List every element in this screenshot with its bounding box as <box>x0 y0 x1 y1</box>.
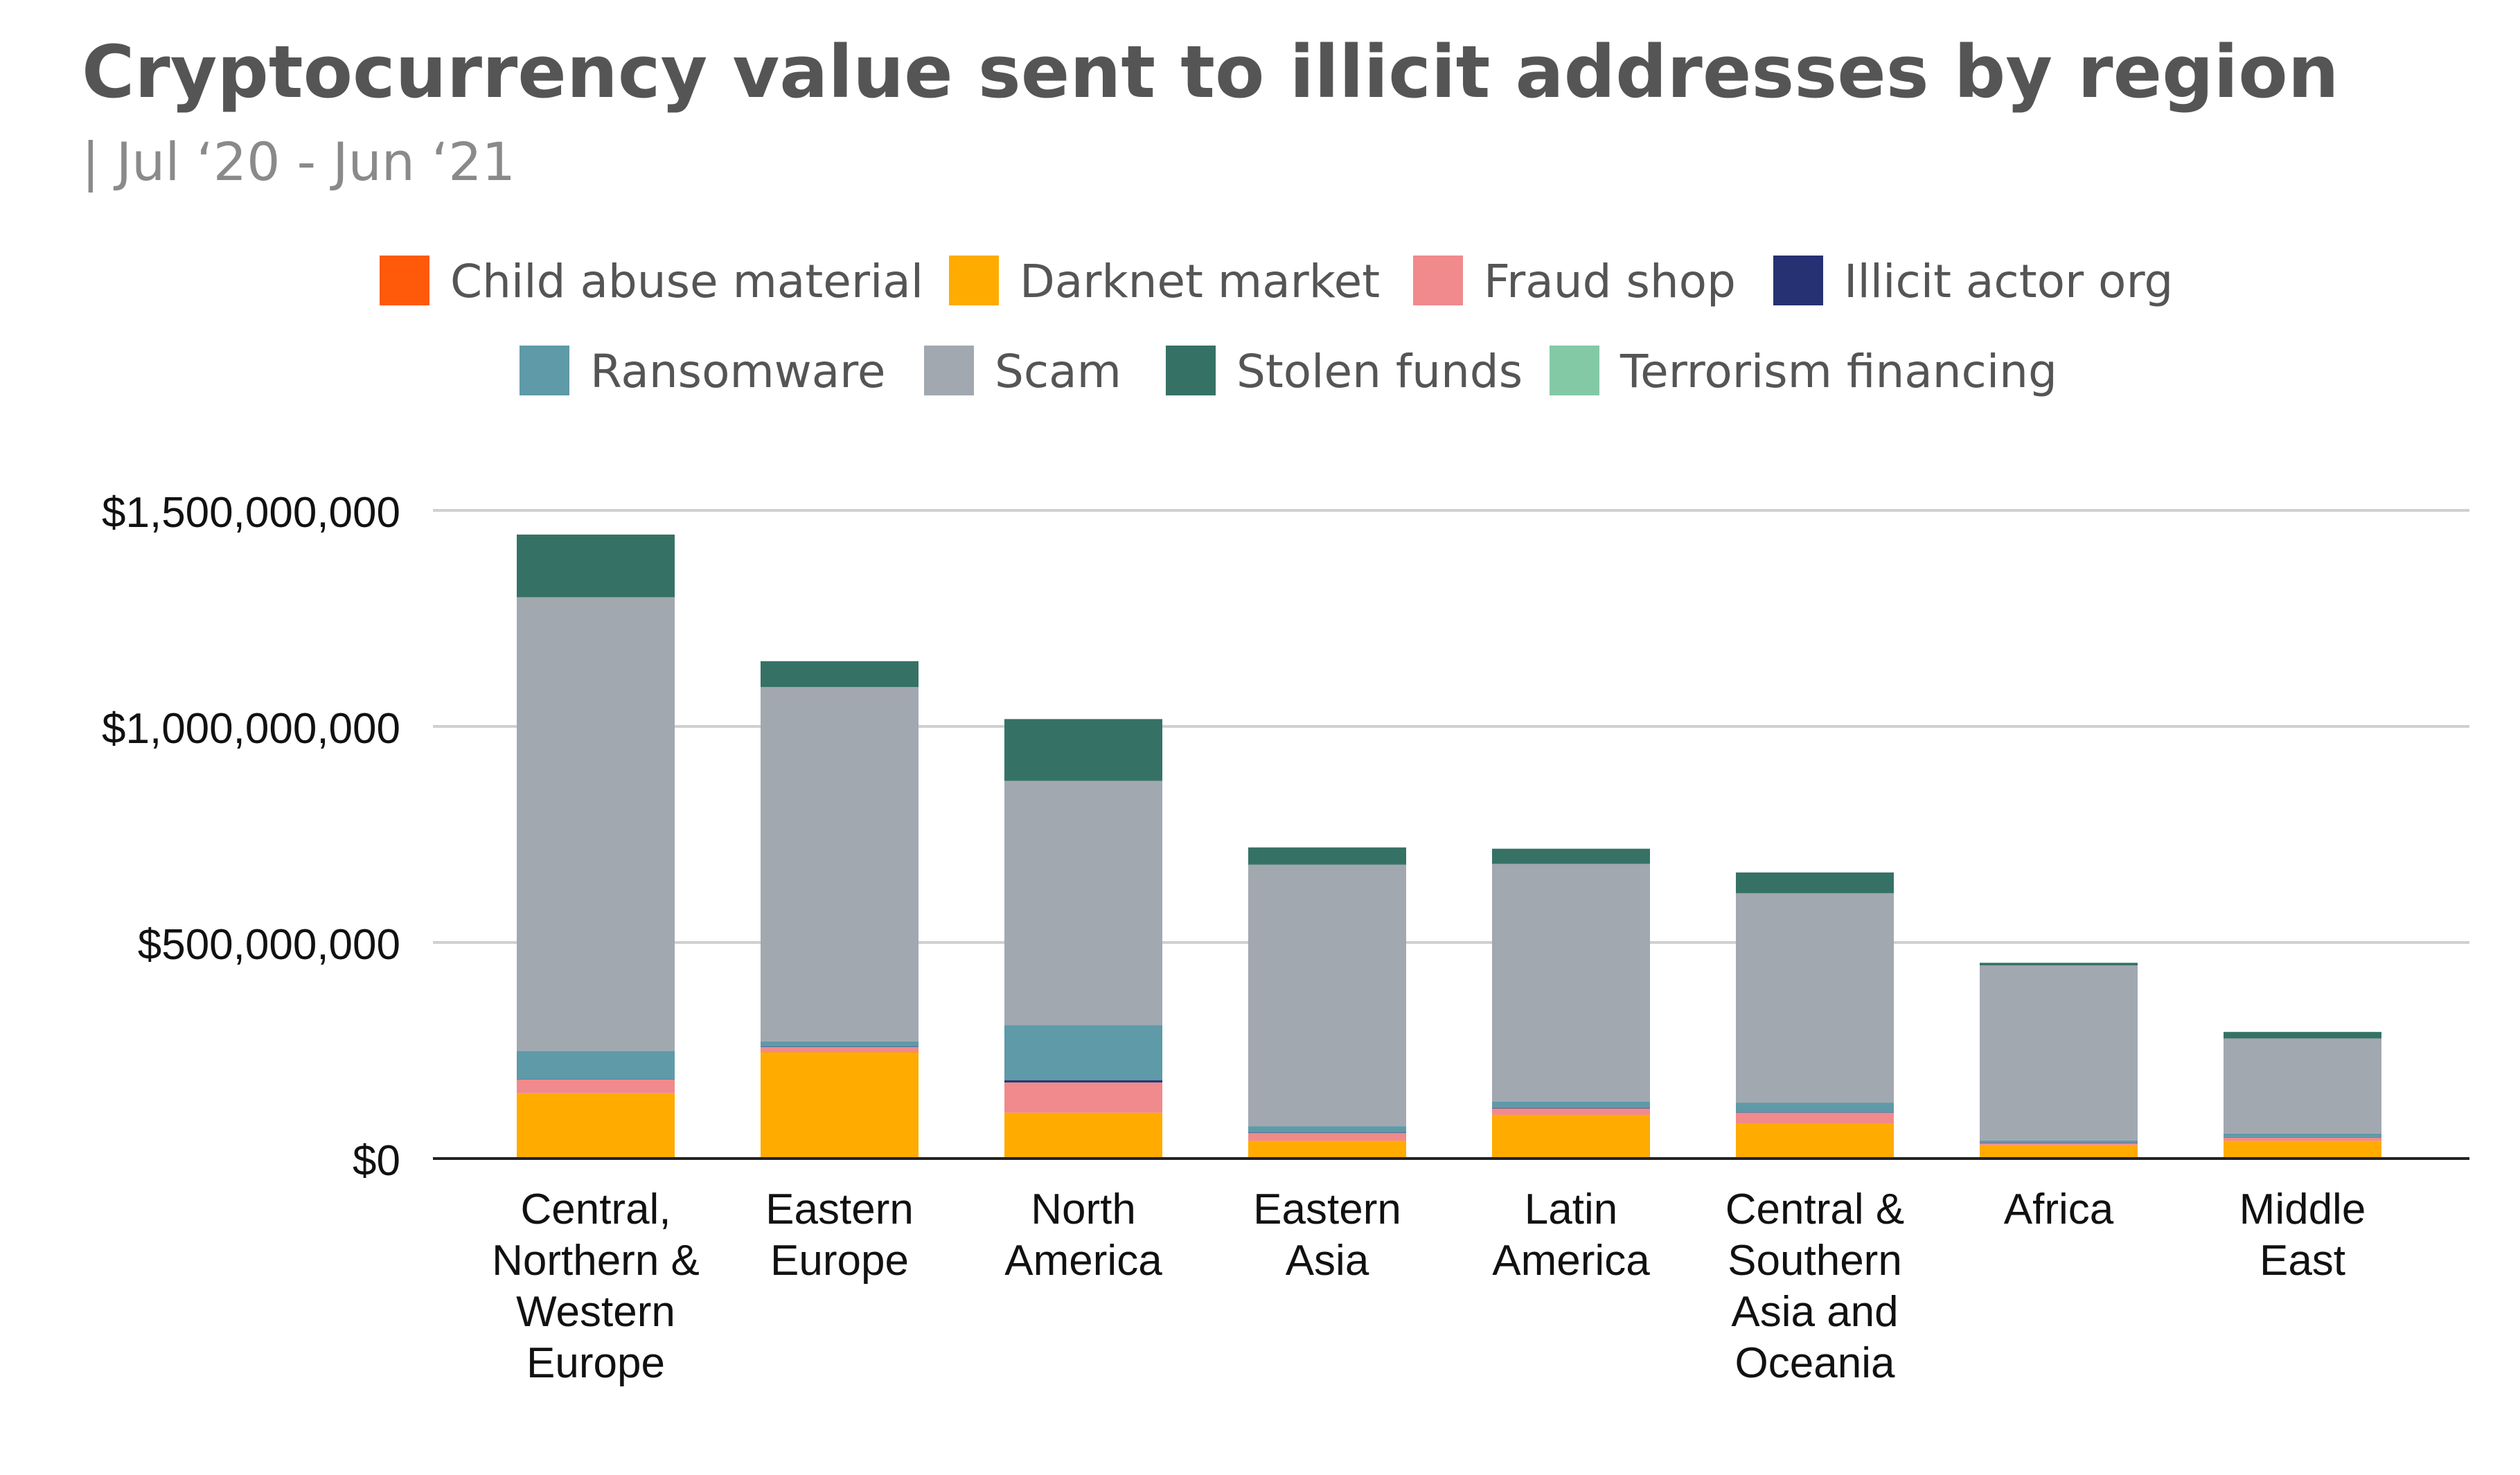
legend-item-terrorism-financing: Terrorism financing <box>1550 345 2057 398</box>
bar-stolen-funds <box>1248 847 1406 865</box>
bar-stack-eastern-asia <box>1248 847 1406 1159</box>
legend-item-fraud-shop: Fraud shop <box>1413 255 1736 308</box>
legend-item-illicit-actor-org: Illicit actor org <box>1773 255 2173 308</box>
x-tick-label: Eastern Europe <box>765 1186 914 1285</box>
y-tick-label: $1,000,000,000 <box>102 705 400 753</box>
bar-stolen-funds <box>1980 963 2138 966</box>
bar-scam <box>1004 780 1162 1026</box>
legend-item-ransomware: Ransomware <box>520 345 885 398</box>
x-tick-label: Middle East <box>2239 1186 2366 1285</box>
bar-illicit-actor-org <box>2224 1136 2381 1138</box>
legend-swatch-scam <box>924 346 974 395</box>
bar-illicit-actor-org <box>1248 1132 1406 1134</box>
bar-fraud-shop <box>1248 1133 1406 1141</box>
bar-darknet-market <box>2224 1141 2381 1159</box>
legend-label-darknet-market: Darknet market <box>1020 255 1380 308</box>
bar-scam <box>1492 864 1650 1102</box>
bar-stack-africa <box>1980 963 2138 1159</box>
bar-scam <box>517 597 675 1051</box>
chart-subtitle: | Jul ‘20 - Jun ‘21 <box>82 131 515 193</box>
legend-item-darknet-market: Darknet market <box>949 255 1380 308</box>
bar-fraud-shop <box>1492 1108 1650 1115</box>
bar-ransomware <box>1492 1101 1650 1108</box>
legend: Child abuse material Darknet market Fraud … <box>380 255 2173 398</box>
x-tick-label: North America <box>1004 1186 1162 1285</box>
legend-swatch-child-abuse-material <box>380 256 429 305</box>
bar-ransomware <box>761 1041 919 1047</box>
legend-item-stolen-funds: Stolen funds <box>1166 345 1523 398</box>
bar-scam <box>761 687 919 1042</box>
y-axis: $0 $500,000,000 $1,000,000,000 $1,500,000,0… <box>102 489 400 1185</box>
bar-stolen-funds <box>1004 719 1162 781</box>
bar-stack-eastern-europe <box>761 661 919 1159</box>
bar-darknet-market <box>761 1052 919 1159</box>
y-tick-label: $0 <box>353 1137 400 1185</box>
legend-label-scam: Scam <box>995 345 1121 398</box>
bar-fraud-shop <box>1736 1112 1894 1124</box>
legend-label-child-abuse-material: Child abuse material <box>450 255 923 308</box>
bar-ransomware <box>2224 1133 2381 1137</box>
bar-stack-middle-east <box>2224 1032 2381 1159</box>
x-axis: Central, Northern & Western Europe Eastern Eu… <box>433 1157 2469 1387</box>
bars <box>517 534 2381 1159</box>
x-tick-label: Central & Southern Asia and Oceania <box>1725 1186 1904 1387</box>
bar-scam <box>1736 893 1894 1103</box>
bar-ransomware <box>1248 1126 1406 1133</box>
bar-fraud-shop <box>2224 1137 2381 1141</box>
bar-stack-north-america <box>1004 719 1162 1159</box>
bar-ransomware <box>1004 1025 1162 1081</box>
bar-illicit-actor-org <box>1492 1107 1650 1109</box>
legend-label-fraud-shop: Fraud shop <box>1484 255 1736 308</box>
bar-fraud-shop <box>517 1079 675 1093</box>
bar-darknet-market <box>517 1093 675 1159</box>
chart-title: Cryptocurrency value sent to illicit add… <box>82 30 2339 114</box>
legend-label-stolen-funds: Stolen funds <box>1236 345 1523 398</box>
bar-darknet-market <box>1492 1114 1650 1159</box>
legend-item-scam: Scam <box>924 345 1121 398</box>
bar-scam <box>1980 965 2138 1141</box>
bar-stolen-funds <box>2224 1032 2381 1039</box>
y-tick-label: $500,000,000 <box>138 921 400 969</box>
legend-swatch-fraud-shop <box>1413 256 1463 305</box>
bar-ransomware <box>1736 1102 1894 1113</box>
y-tick-label: $1,500,000,000 <box>102 489 400 537</box>
bar-stolen-funds <box>761 661 919 688</box>
bar-stack-central-northern-western-europe <box>517 534 675 1159</box>
bar-scam <box>2224 1038 2381 1134</box>
bar-stack-latin-america <box>1492 848 1650 1159</box>
bar-stolen-funds <box>1736 872 1894 893</box>
legend-swatch-darknet-market <box>949 256 999 305</box>
bar-illicit-actor-org <box>1004 1080 1162 1083</box>
bar-fraud-shop <box>1004 1082 1162 1113</box>
bar-illicit-actor-org <box>761 1046 919 1048</box>
bar-illicit-actor-org <box>517 1079 675 1080</box>
legend-swatch-illicit-actor-org <box>1773 256 1823 305</box>
legend-label-ransomware: Ransomware <box>590 345 885 398</box>
bar-darknet-market <box>1980 1145 2138 1159</box>
legend-item-child-abuse-material: Child abuse material <box>380 255 923 308</box>
legend-swatch-ransomware <box>520 346 569 395</box>
bar-stolen-funds <box>1492 848 1650 864</box>
legend-label-terrorism-financing: Terrorism financing <box>1620 345 2057 398</box>
x-tick-label: Africa <box>2004 1186 2114 1233</box>
bar-darknet-market <box>1004 1112 1162 1159</box>
x-tick-label: Central, Northern & Western Europe <box>492 1186 700 1387</box>
bar-illicit-actor-org <box>1736 1112 1894 1113</box>
bar-fraud-shop <box>761 1047 919 1053</box>
x-tick-label: Latin America <box>1492 1186 1650 1285</box>
bar-scam <box>1248 864 1406 1127</box>
bar-darknet-market <box>1736 1123 1894 1159</box>
bar-ransomware <box>517 1051 675 1080</box>
legend-swatch-stolen-funds <box>1166 346 1216 395</box>
x-tick-label: Eastern Asia <box>1253 1186 1401 1285</box>
bar-stolen-funds <box>517 534 675 598</box>
legend-swatch-terrorism-financing <box>1550 346 1599 395</box>
bar-ransomware <box>1980 1140 2138 1143</box>
gridlines <box>433 509 2469 944</box>
bar-darknet-market <box>1248 1141 1406 1159</box>
legend-label-illicit-actor-org: Illicit actor org <box>1844 255 2173 308</box>
bar-fraud-shop <box>1980 1143 2138 1145</box>
bar-stack-central-southern-asia-and-oceania <box>1736 872 1894 1159</box>
